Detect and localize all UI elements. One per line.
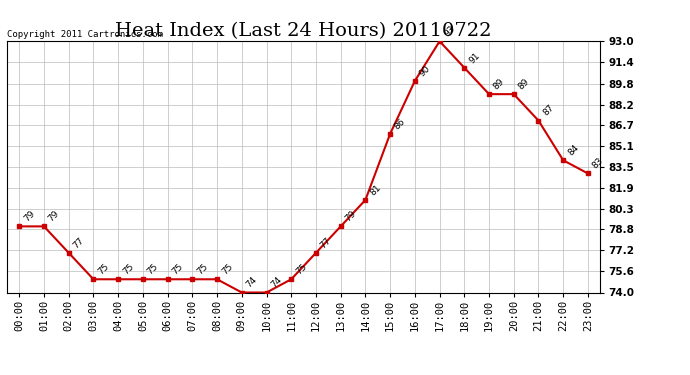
Title: Heat Index (Last 24 Hours) 20110722: Heat Index (Last 24 Hours) 20110722 (115, 22, 492, 40)
Text: 91: 91 (467, 50, 482, 65)
Text: 86: 86 (393, 117, 407, 131)
Text: 75: 75 (294, 262, 308, 276)
Text: 83: 83 (591, 156, 605, 171)
Text: 79: 79 (22, 209, 37, 224)
Text: 77: 77 (72, 236, 86, 250)
Text: 79: 79 (344, 209, 358, 224)
Text: 87: 87 (541, 104, 555, 118)
Text: 89: 89 (492, 77, 506, 92)
Text: 90: 90 (417, 64, 432, 78)
Text: 84: 84 (566, 143, 580, 158)
Text: 75: 75 (195, 262, 210, 276)
Text: 81: 81 (368, 183, 383, 197)
Text: 75: 75 (96, 262, 110, 276)
Text: 75: 75 (121, 262, 135, 276)
Text: 93: 93 (442, 24, 457, 39)
Text: 77: 77 (319, 236, 333, 250)
Text: 89: 89 (517, 77, 531, 92)
Text: 75: 75 (220, 262, 235, 276)
Text: 74: 74 (269, 275, 284, 290)
Text: 79: 79 (47, 209, 61, 224)
Text: 75: 75 (170, 262, 185, 276)
Text: 75: 75 (146, 262, 160, 276)
Text: 74: 74 (244, 275, 259, 290)
Text: Copyright 2011 Cartronics.com: Copyright 2011 Cartronics.com (7, 30, 163, 39)
